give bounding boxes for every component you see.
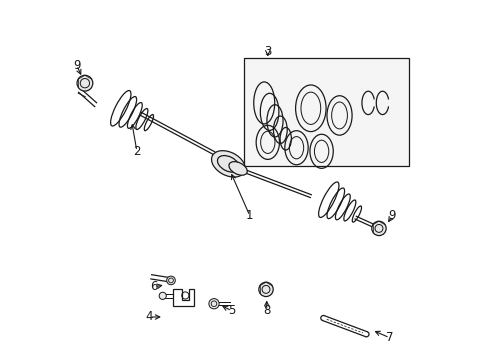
Text: 9: 9 [387,210,395,222]
Circle shape [371,221,386,235]
Text: 5: 5 [228,305,235,318]
Text: 6: 6 [150,280,158,293]
Text: 2: 2 [133,145,141,158]
Text: 8: 8 [263,305,270,318]
Text: 3: 3 [264,45,271,58]
Ellipse shape [211,151,244,177]
Circle shape [258,282,273,297]
Text: 1: 1 [245,210,253,222]
Text: 4: 4 [145,310,153,324]
Circle shape [208,298,219,309]
Text: 9: 9 [73,59,80,72]
Circle shape [166,276,175,285]
Circle shape [77,75,93,91]
Ellipse shape [217,156,239,172]
Text: 7: 7 [385,331,393,344]
Bar [244,58,408,166]
Circle shape [159,292,166,300]
Ellipse shape [228,162,247,175]
